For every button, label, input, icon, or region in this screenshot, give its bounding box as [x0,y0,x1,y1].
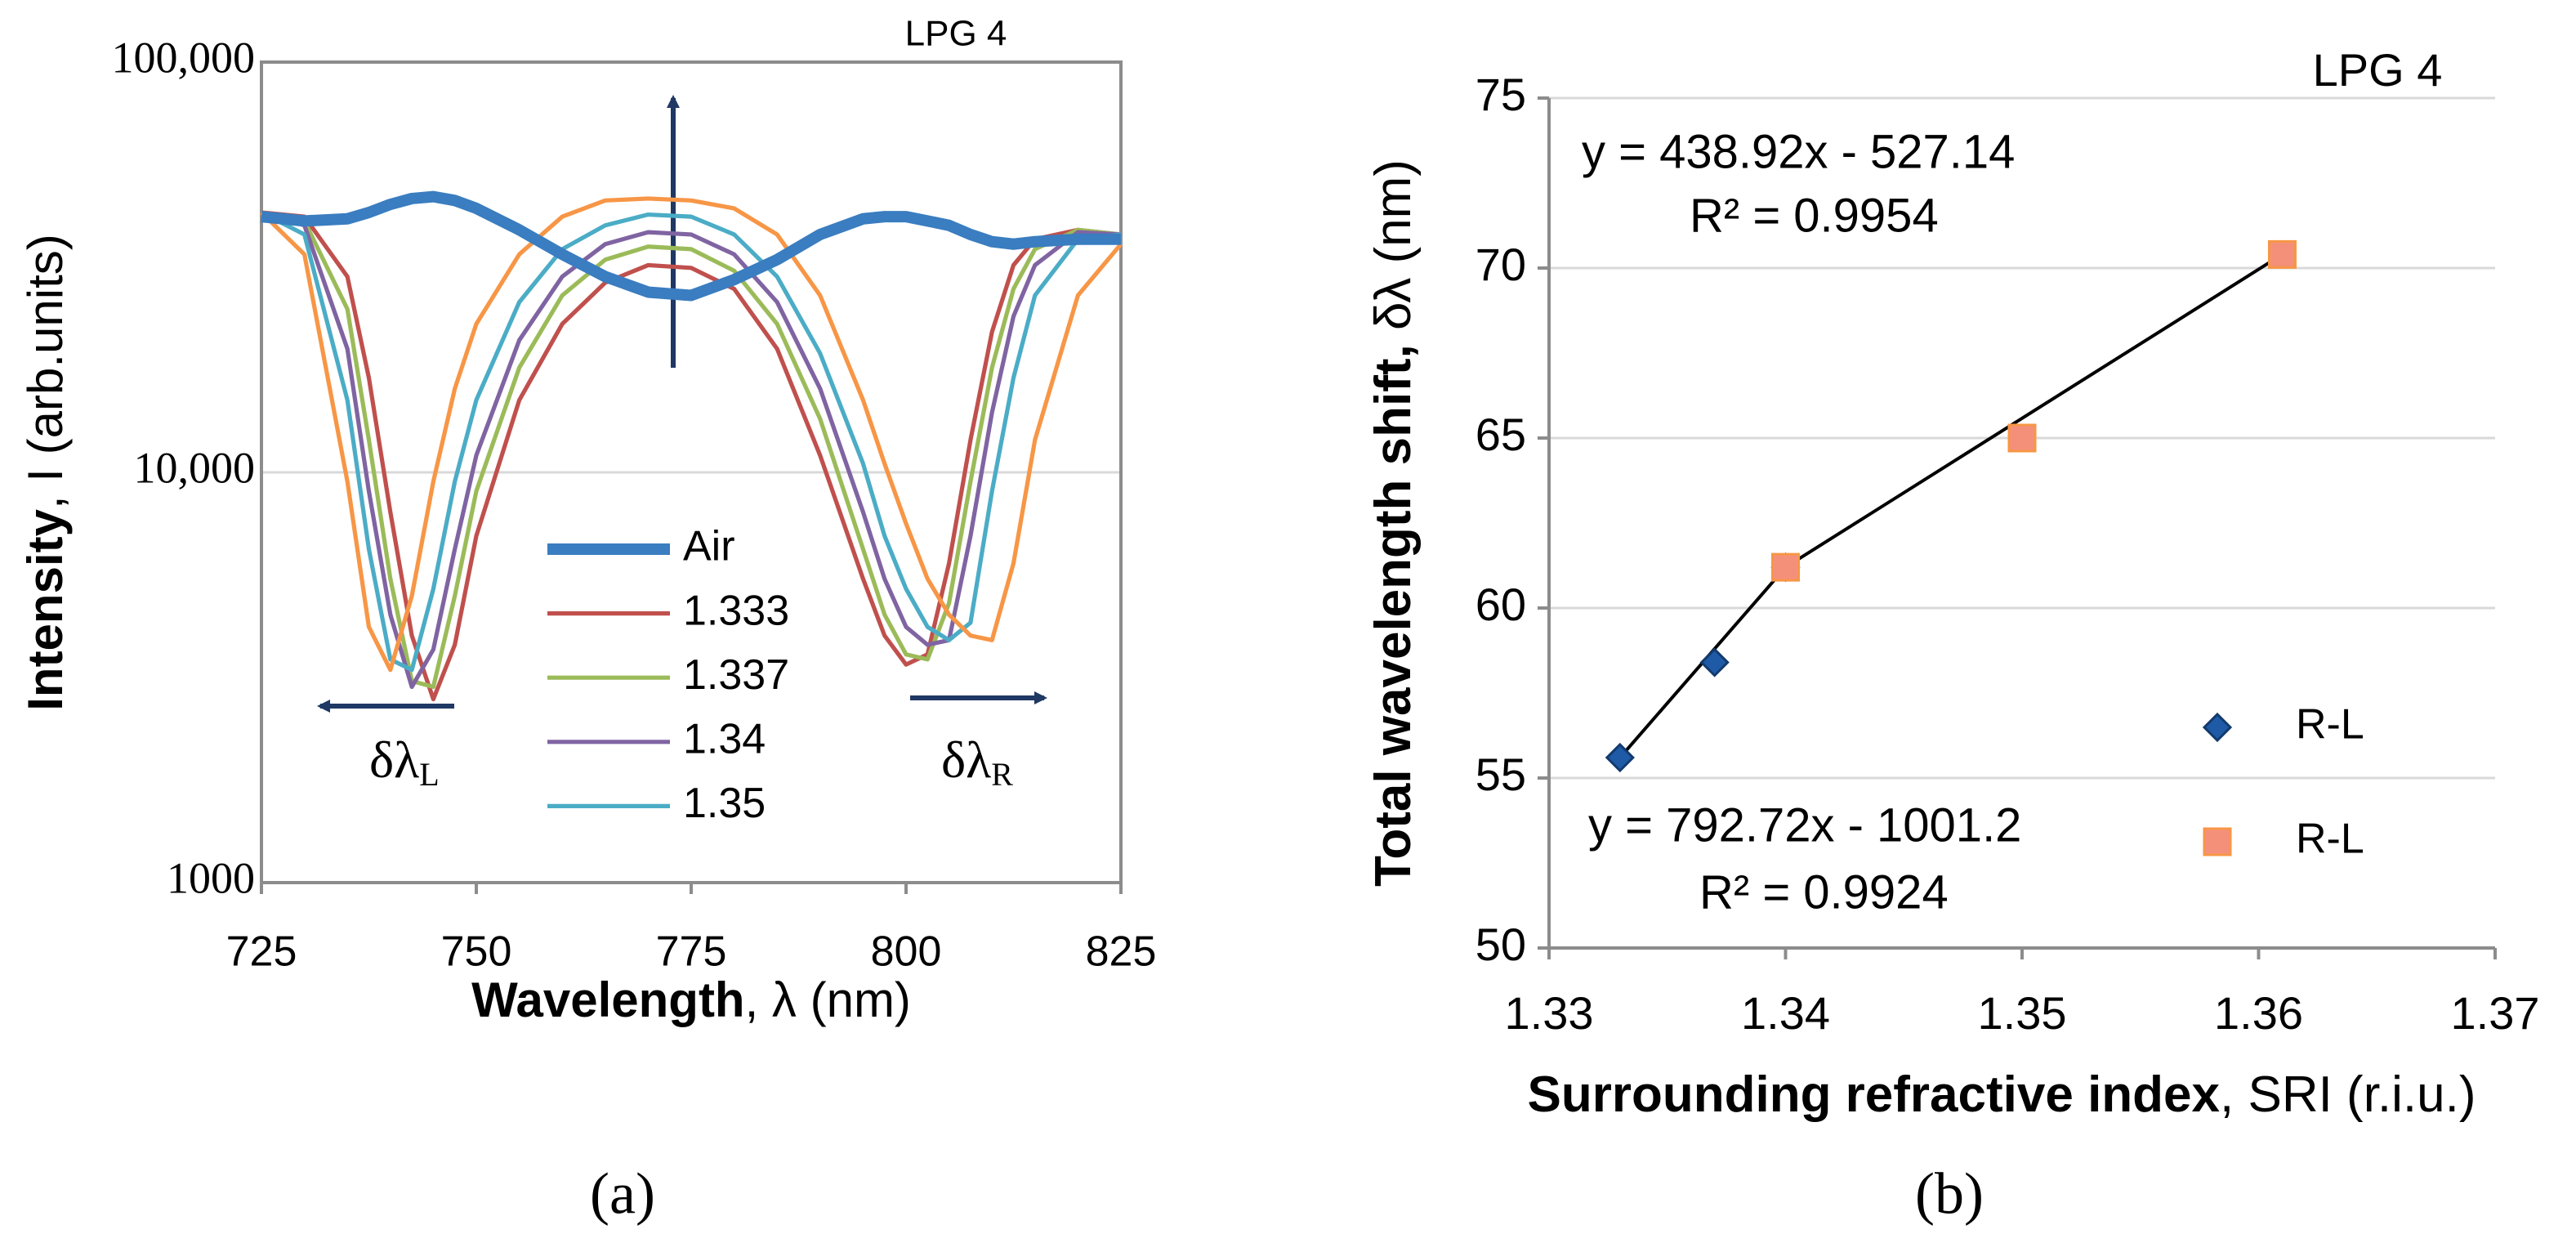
square-marker [2267,239,2297,269]
x-tick-label: 725 [226,928,297,976]
y-tick-label: 65 [1476,409,1526,460]
equation: y = 792.72x - 1001.2 [1588,798,2021,852]
annotation: δλL [369,731,440,794]
y-axis-label: Intensity, I (arb.units) [18,234,73,711]
series-line [261,210,1122,702]
annotation-text: δλ [941,731,991,789]
series-line [261,190,1121,302]
x-tick-label: 1.35 [1978,987,2067,1039]
equation: R² = 0.9924 [1699,865,1949,919]
y-tick-label: 100,000 [112,33,256,82]
trendline [1784,253,2284,569]
square-marker [1771,552,1800,582]
legend-label: 1.35 [683,780,766,827]
x-tick-label: 1.34 [1741,987,1830,1039]
legend-marker [2202,712,2233,743]
series-line [260,210,1122,673]
legend-label: 1.333 [683,587,789,634]
annotation: δλR [941,731,1013,794]
x-tick-label: 1.36 [2214,987,2303,1039]
series-line [261,210,1122,690]
x-tick-label: 1.33 [1505,987,1594,1039]
legend-label: 1.337 [683,651,789,699]
square-marker [2007,423,2037,453]
annotation-sub: L [419,756,439,793]
annotation-text: δλ [369,731,419,789]
x-axis-label-bold: Surrounding refractive index [1528,1066,2221,1123]
legend-marker [2203,827,2232,856]
y-tick-label: 60 [1476,579,1526,630]
x-tick-label: 800 [871,928,942,976]
y-axis-label: Total wavelength shift, δλ (nm) [1365,159,1422,887]
x-tick-label: 825 [1086,928,1157,976]
legend-label: 1.34 [683,716,766,763]
x-axis-label-text: , SRI (r.i.u.) [2220,1066,2476,1123]
chart-title: LPG 4 [2313,44,2443,96]
y-tick-label: 55 [1476,749,1526,800]
legend-label: R-L [2296,701,2364,749]
y-axis-label-text: , I (arb.units) [18,234,73,509]
x-tick-label: 750 [441,928,512,976]
y-axis-label-bold: Total wavelength shift, [1365,344,1422,887]
x-axis-label: Surrounding refractive index, SRI (r.i.u… [1528,1066,2476,1123]
legend-label: R-L [2296,816,2364,863]
y-tick-label: 10,000 [134,443,256,492]
x-axis-label-bold: Wavelength [471,973,744,1027]
annotation-sub: R [991,756,1013,793]
diamond-marker [1605,742,1635,773]
chart-title: LPG 4 [905,14,1007,54]
caption: (a) [590,1161,655,1227]
y-tick-label: 50 [1476,919,1526,970]
y-tick-label: 1000 [167,853,255,902]
equation: R² = 0.9954 [1690,189,1939,242]
y-tick-label: 70 [1476,239,1526,290]
x-axis-label-text: , λ (nm) [745,973,911,1027]
x-tick-label: 1.37 [2451,987,2540,1039]
y-tick-label: 75 [1476,69,1526,120]
equation: y = 438.92x - 527.14 [1582,125,2015,178]
x-axis-label: Wavelength, λ (nm) [471,973,911,1027]
legend-label: Air [683,523,735,570]
x-tick-label: 775 [656,928,727,976]
y-axis-label-bold: Intensity [18,508,73,710]
caption: (b) [1915,1161,1984,1227]
diamond-marker [1699,647,1730,677]
series-line [260,196,1123,673]
y-axis-label-text: δλ (nm) [1365,159,1422,344]
